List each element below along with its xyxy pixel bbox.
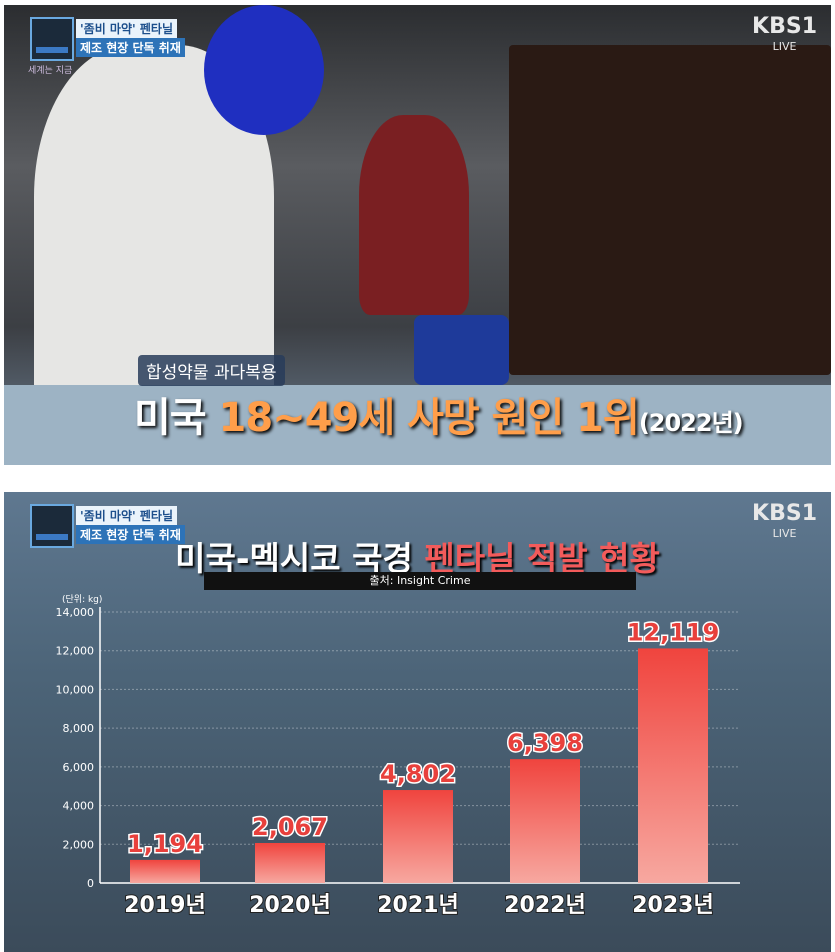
bar-2022년 xyxy=(510,759,580,883)
caption-highlight: 18~49세 사망 원인 1위 xyxy=(218,395,640,441)
cabinet xyxy=(509,45,831,375)
topic-tag: '좀비 마약' 펜타닐 xyxy=(76,19,177,38)
y-tick-label: 10,000 xyxy=(56,683,95,696)
caption-year: (2022년) xyxy=(638,409,744,437)
y-tick-label: 4,000 xyxy=(63,800,95,813)
caption-prefix: 미국 xyxy=(134,395,207,441)
title-plain: 미국-멕시코 국경 xyxy=(175,539,413,578)
blue-pot xyxy=(414,315,509,385)
chart-title: 미국-멕시코 국경 펜타닐 적발 현황 xyxy=(4,532,831,580)
y-tick-label: 2,000 xyxy=(63,838,95,851)
y-tick-label: 8,000 xyxy=(63,722,95,735)
x-tick-label: 2022년 xyxy=(504,893,585,918)
topic-subtag: 제조 현장 단독 취재 xyxy=(76,38,185,57)
table xyxy=(4,385,831,465)
bar-2021년 xyxy=(383,790,453,883)
news-frame-top: 세계는 지금 '좀비 마약' 펜타닐 제조 현장 단독 취재 KBS1 LIVE … xyxy=(4,5,831,465)
data-label: 12,119 xyxy=(627,618,720,646)
data-label: 1,194 xyxy=(127,830,203,858)
data-label: 6,398 xyxy=(507,729,583,757)
x-tick-label: 2023년 xyxy=(632,893,713,918)
bar-2019년 xyxy=(130,859,200,883)
program-logo-icon xyxy=(30,17,74,61)
bar-2020년 xyxy=(255,842,325,883)
topic-subtag: 제조 현장 단독 취재 xyxy=(76,525,185,544)
logo-text: KBS1 xyxy=(752,501,817,526)
live-label: LIVE xyxy=(772,527,797,540)
kbs-logo: KBS1 LIVE xyxy=(752,501,817,544)
chart-source: 출처: Insight Crime xyxy=(204,572,636,590)
program-logo-icon xyxy=(30,504,74,548)
y-tick-label: 12,000 xyxy=(56,645,95,658)
unit-label: (단위: kg) xyxy=(62,594,102,605)
y-tick-label: 14,000 xyxy=(56,606,95,619)
news-frame-chart: '좀비 마약' 펜타닐 제조 현장 단독 취재 KBS1 LIVE 미국-멕시코 … xyxy=(4,492,831,952)
figure-blue-mask xyxy=(204,5,324,135)
program-name: 세계는 지금 xyxy=(28,66,73,76)
bar-chart: (단위: kg) 0 2,000 4,000 6,000 8,000 10,000 12,00… xyxy=(56,594,740,919)
title-highlight: 펜타닐 적발 현황 xyxy=(424,539,660,578)
logo-text: KBS1 xyxy=(752,14,817,39)
x-tick-label: 2021년 xyxy=(377,893,458,918)
data-label: 2,067 xyxy=(252,813,328,841)
caption-label: 합성약물 과다복용 xyxy=(138,355,285,386)
x-tick-label: 2020년 xyxy=(249,893,330,918)
data-label: 4,802 xyxy=(380,760,456,788)
figure-worker xyxy=(359,115,469,315)
bar-2023년 xyxy=(638,648,708,883)
y-tick-label: 6,000 xyxy=(63,761,95,774)
live-label: LIVE xyxy=(772,40,797,53)
y-tick-label: 0 xyxy=(87,877,94,890)
kbs-logo: KBS1 LIVE xyxy=(752,14,817,57)
topic-tag: '좀비 마약' 펜타닐 xyxy=(76,506,177,525)
caption-main: 미국 18~49세 사망 원인 1위(2022년) xyxy=(134,385,744,443)
x-tick-label: 2019년 xyxy=(124,893,205,918)
